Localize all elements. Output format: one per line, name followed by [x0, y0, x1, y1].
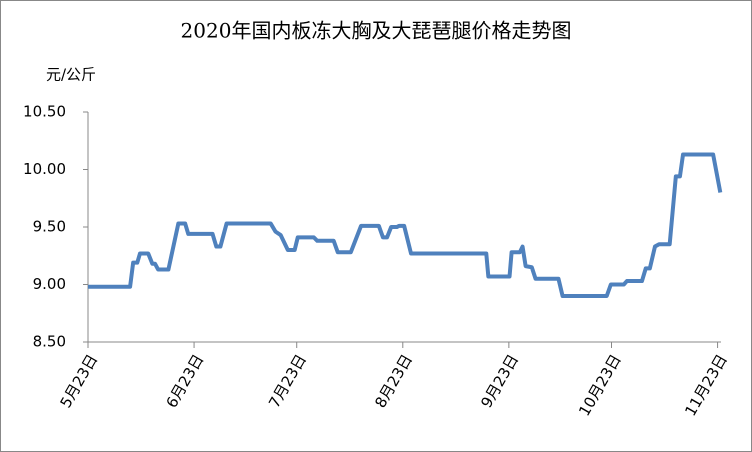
y-tick-label: 10.00: [23, 160, 66, 178]
y-axis-label: 元/公斤: [46, 66, 96, 84]
y-tick-label: 8.50: [33, 333, 66, 351]
y-tick-label: 9.50: [33, 218, 66, 236]
y-tick-label: 10.50: [23, 103, 66, 121]
chart-title: 2020年国内板冻大胸及大琵琶腿价格走势图: [181, 19, 572, 43]
price-line: [88, 152, 723, 298]
y-tick-label: 9.00: [33, 275, 66, 293]
